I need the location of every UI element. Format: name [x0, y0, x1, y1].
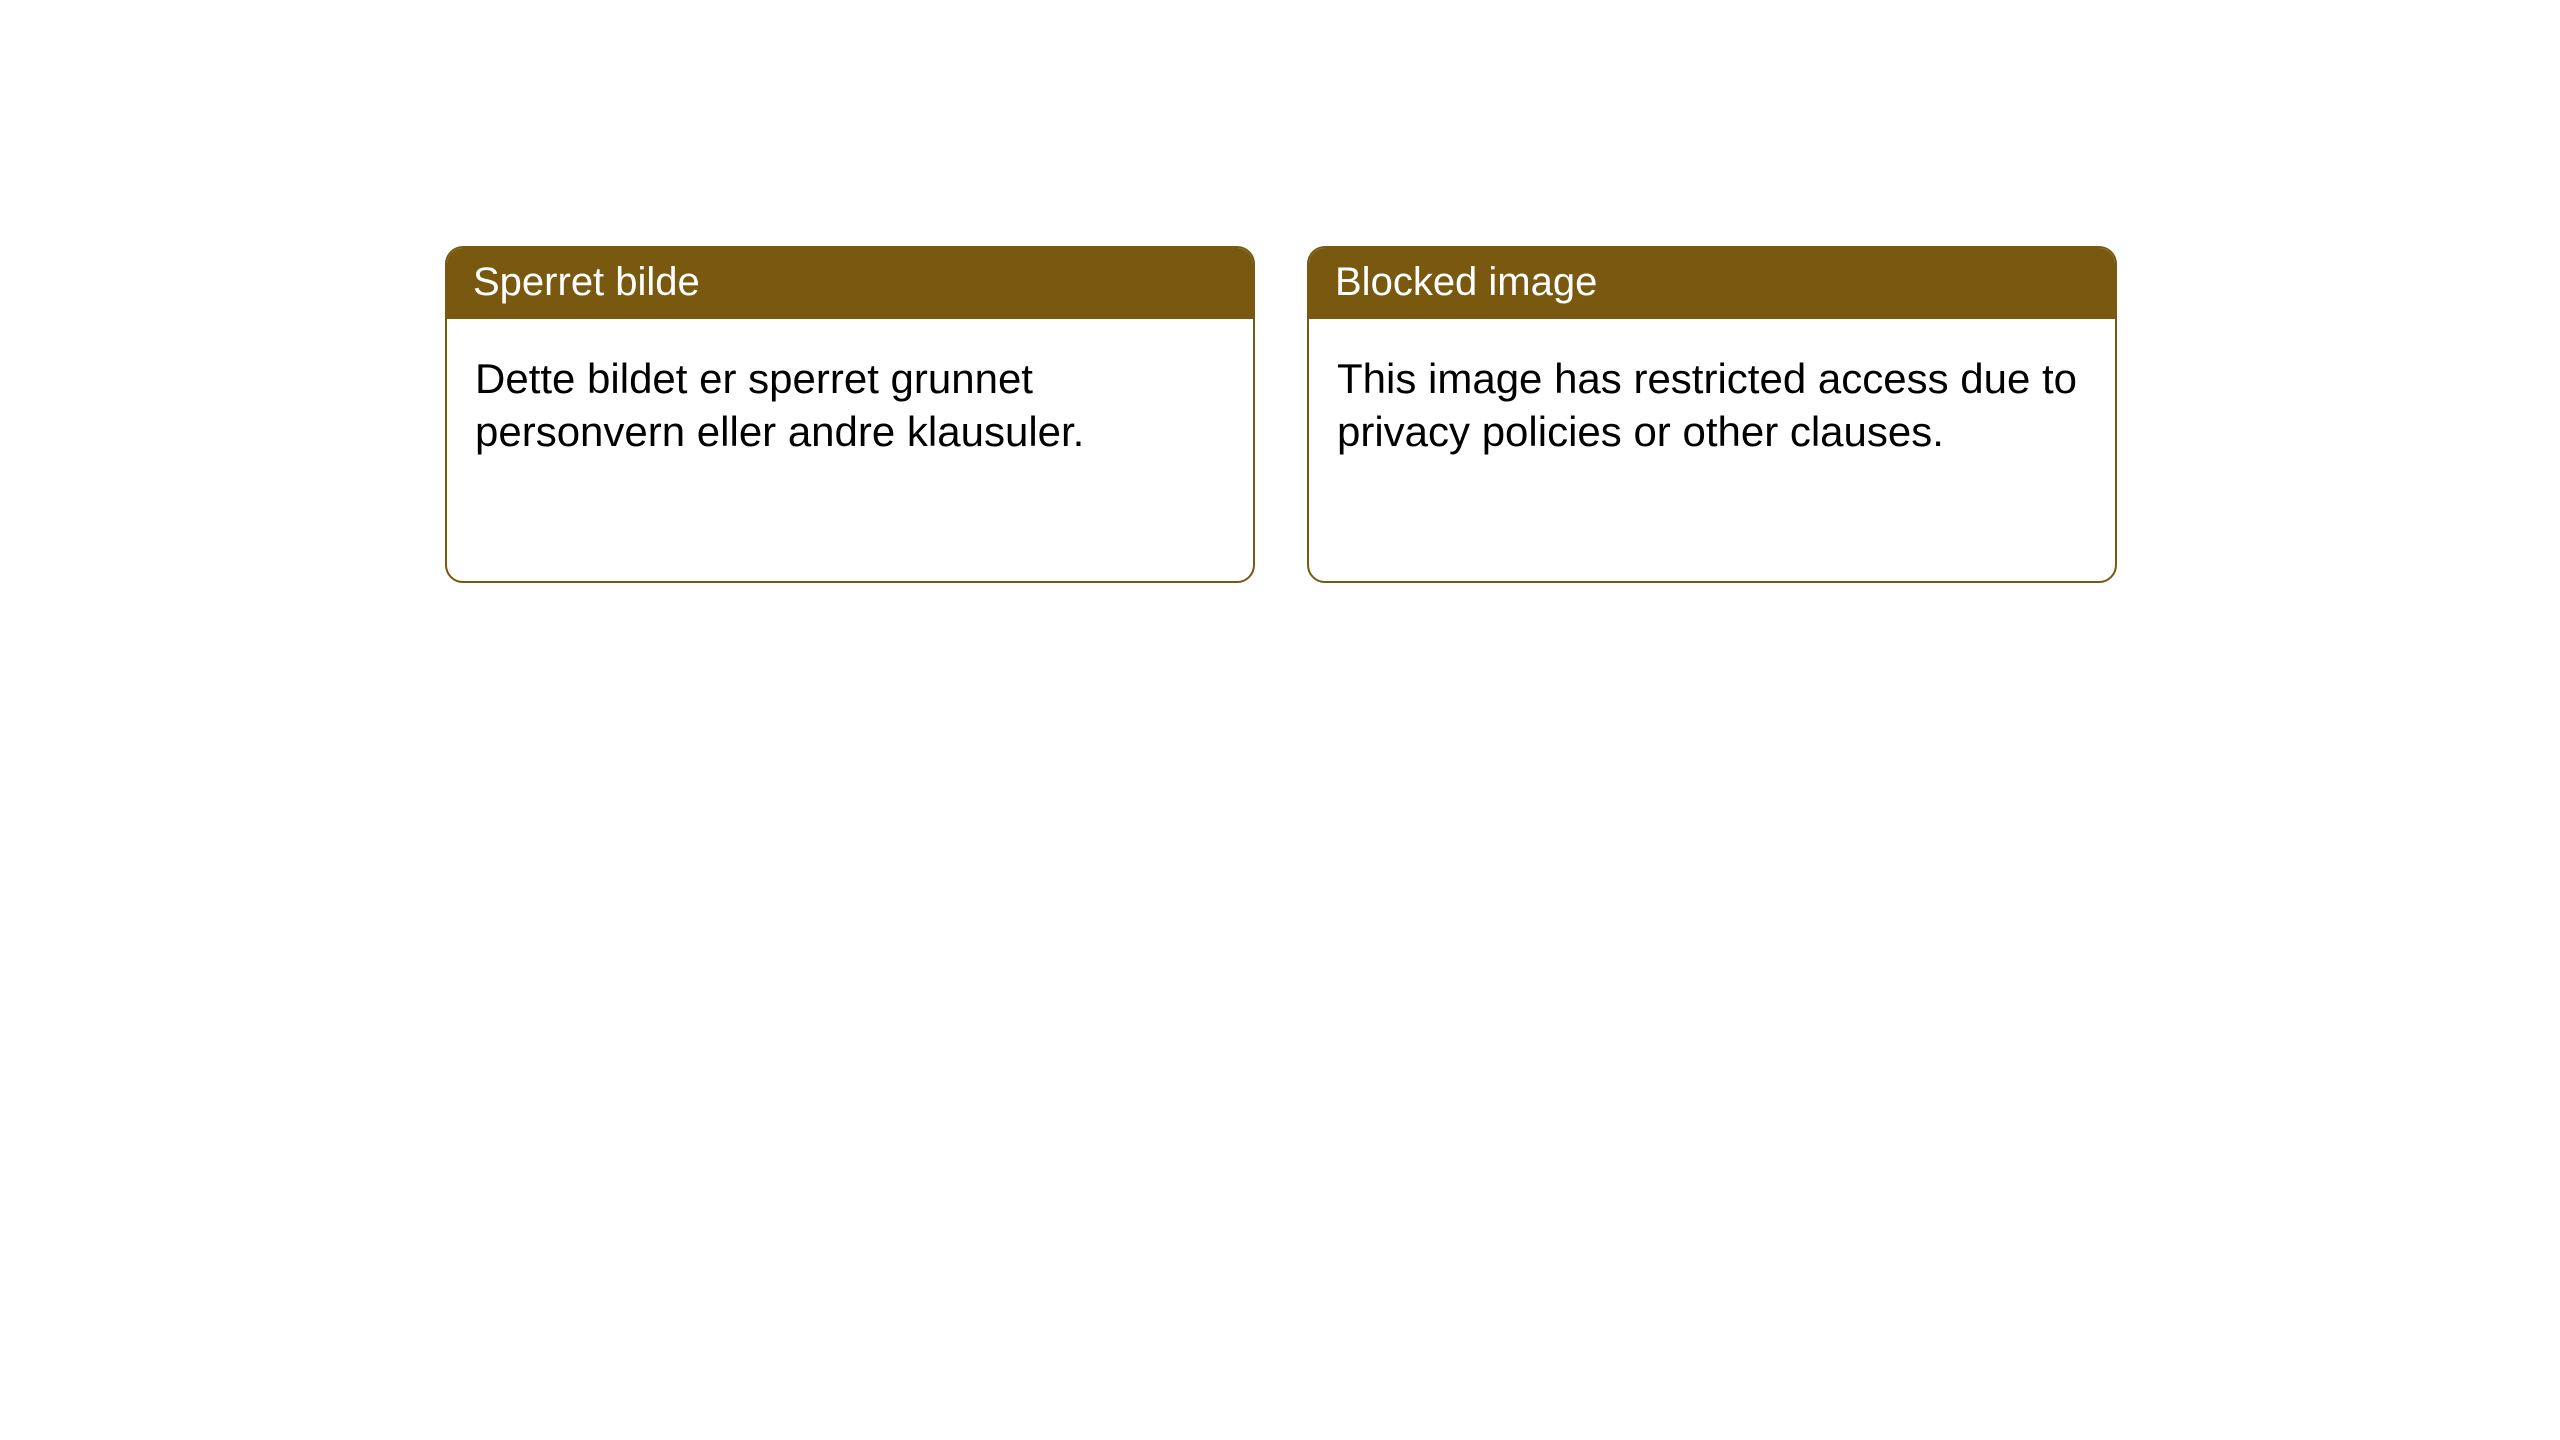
- notice-card-header: Sperret bilde: [447, 248, 1253, 319]
- notice-card-body: Dette bildet er sperret grunnet personve…: [447, 319, 1253, 581]
- notice-card-message: This image has restricted access due to …: [1337, 355, 2077, 455]
- notice-cards-container: Sperret bilde Dette bildet er sperret gr…: [0, 0, 2560, 583]
- notice-card-norwegian: Sperret bilde Dette bildet er sperret gr…: [445, 246, 1255, 583]
- notice-card-header: Blocked image: [1309, 248, 2115, 319]
- notice-card-title: Sperret bilde: [473, 260, 700, 304]
- notice-card-title: Blocked image: [1335, 260, 1597, 304]
- notice-card-english: Blocked image This image has restricted …: [1307, 246, 2117, 583]
- notice-card-body: This image has restricted access due to …: [1309, 319, 2115, 581]
- notice-card-message: Dette bildet er sperret grunnet personve…: [475, 355, 1084, 455]
